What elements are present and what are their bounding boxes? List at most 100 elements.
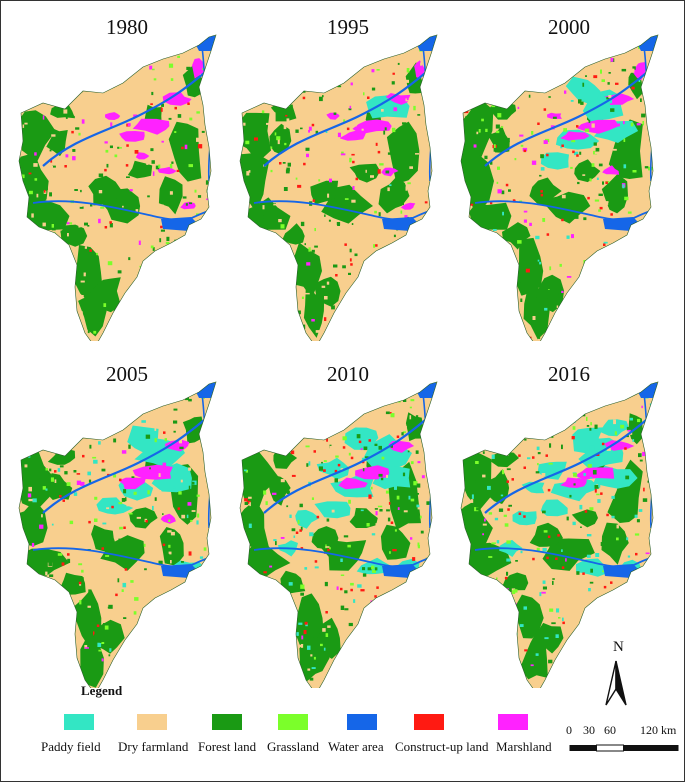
land-use-pixel [628,620,632,623]
land-use-pixel [465,116,467,119]
land-use-pixel [51,224,54,228]
land-use-pixel [535,471,540,474]
land-use-pixel [636,438,639,443]
construct-up-land-patch [340,587,343,591]
land-use-pixel [39,478,44,481]
land-use-pixel [138,240,141,245]
land-use-pixel [474,190,477,194]
land-use-pixel [271,639,276,642]
land-use-pixel [572,411,575,415]
forest-land-patch [93,619,125,654]
land-use-pixel [259,628,264,632]
land-use-pixel [284,654,289,658]
land-use-pixel [42,558,46,561]
land-use-pixel [180,479,183,483]
land-use-pixel [147,388,150,391]
land-use-pixel [517,673,522,676]
land-use-pixel [147,73,150,77]
land-use-pixel [118,147,122,149]
land-use-pixel [500,470,503,474]
land-use-pixel [244,498,248,502]
forest-land-patch [514,237,544,296]
land-use-pixel [34,672,38,677]
land-use-pixel [194,276,197,279]
land-use-pixel [320,301,325,303]
land-use-pixel [461,611,463,615]
land-use-pixel [404,215,408,220]
land-use-pixel [25,161,27,164]
land-use-pixel [94,160,99,164]
land-use-pixel [646,442,652,445]
land-use-pixel [613,292,616,296]
legend-label-paddy-field: Paddy field [41,739,101,754]
land-use-pixel [361,567,363,570]
land-use-pixel [146,162,149,165]
land-use-pixel [504,523,509,527]
land-use-pixel [287,283,291,288]
land-use-pixel [490,161,493,165]
land-use-pixel [573,673,578,678]
land-use-pixel [202,568,206,572]
basin-boundary [460,34,659,341]
land-use-pixel [157,490,162,494]
land-use-pixel [420,494,424,500]
land-use-pixel [265,501,268,506]
land-use-pixel [246,171,250,176]
land-use-pixel [275,71,278,76]
land-use-pixel [540,154,544,159]
land-use-pixel [513,74,517,77]
land-use-pixel [473,611,477,613]
land-use-pixel [293,535,296,538]
land-use-pixel [156,661,159,666]
land-use-pixel [514,158,517,161]
land-use-pixel [371,87,376,91]
land-use-pixel [57,299,60,303]
land-use-pixel [203,336,206,340]
land-use-pixel [167,530,172,533]
land-use-pixel [336,586,339,590]
land-use-pixel [603,241,608,244]
construct-up-land-patch [313,450,316,453]
land-use-pixel [497,645,500,648]
land-use-pixel [303,53,308,55]
land-use-pixel [400,631,405,635]
construct-up-land-patch [190,224,193,227]
forest-land-patch [158,176,183,215]
land-use-pixel [56,214,61,218]
land-use-pixel [632,325,637,329]
land-use-pixel [413,481,418,486]
land-use-pixel [178,439,182,444]
land-use-pixel [656,635,658,637]
land-use-pixel [321,298,326,302]
land-use-pixel [333,673,336,677]
land-use-pixel [547,679,550,682]
land-use-pixel [373,321,377,323]
land-use-pixel [616,524,619,529]
land-use-pixel [49,635,52,639]
land-use-pixel [48,582,53,586]
land-use-pixel [100,206,105,209]
land-use-pixel [363,446,368,451]
land-use-pixel [253,612,256,617]
land-use-pixel [486,586,490,590]
land-use-pixel [287,64,293,69]
land-use-pixel [186,66,191,70]
land-use-pixel [286,82,289,85]
land-use-pixel [31,542,35,547]
land-use-pixel [468,423,472,427]
land-use-pixel [90,387,94,389]
land-use-pixel [290,104,293,108]
forest-land-patch [529,522,563,547]
land-use-pixel [548,96,551,98]
land-use-pixel [76,480,82,485]
land-use-pixel [277,139,280,145]
land-use-pixel [497,113,502,118]
land-use-pixel [489,586,494,591]
land-use-pixel [101,468,106,472]
land-use-pixel [628,232,630,235]
legend-label-marshland: Marshland [496,739,552,754]
construct-up-land-patch [572,150,575,154]
land-use-pixel [325,546,330,548]
land-use-pixel [80,577,84,581]
land-use-pixel [287,162,291,167]
